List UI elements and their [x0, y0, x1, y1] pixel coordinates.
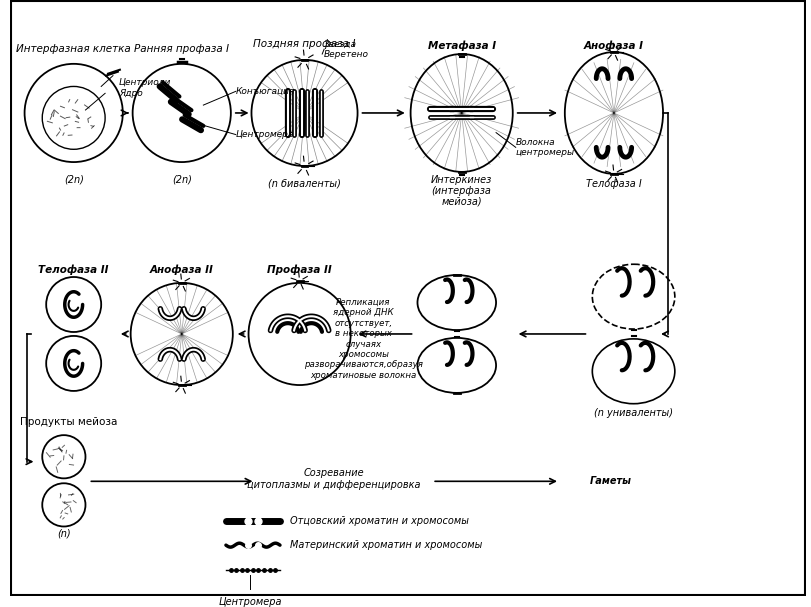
Text: Веретено: Веретено	[324, 50, 369, 58]
Ellipse shape	[564, 52, 663, 174]
Text: Репликация
ядерной ДНК
отсутствует,
в некоторых
случаях
хромосомы
разворачиваютс: Репликация ядерной ДНК отсутствует, в не…	[304, 298, 423, 380]
Text: Интерфазная клетка: Интерфазная клетка	[16, 44, 131, 54]
Text: цитоплазмы и дифференцировка: цитоплазмы и дифференцировка	[247, 480, 421, 490]
Circle shape	[46, 336, 101, 391]
Text: (интерфаза: (интерфаза	[431, 186, 491, 195]
Ellipse shape	[410, 54, 513, 172]
Text: Метафаза I: Метафаза I	[427, 41, 496, 52]
Ellipse shape	[592, 264, 675, 329]
Text: мейоза): мейоза)	[441, 196, 482, 206]
Text: (n биваленты): (n биваленты)	[268, 178, 341, 189]
Circle shape	[42, 86, 105, 149]
Text: (2n): (2n)	[64, 175, 84, 185]
Ellipse shape	[418, 275, 496, 330]
Text: Созревание: Созревание	[303, 469, 364, 478]
Text: Центромера: Центромера	[236, 130, 294, 139]
Ellipse shape	[418, 338, 496, 393]
Text: Анофаза II: Анофаза II	[150, 265, 213, 276]
Circle shape	[46, 277, 101, 332]
Text: Анофаза I: Анофаза I	[584, 41, 644, 52]
Text: Телофаза I: Телофаза I	[586, 178, 642, 189]
Circle shape	[131, 283, 233, 385]
Text: Ранняя профаза I: Ранняя профаза I	[135, 44, 230, 54]
Circle shape	[24, 64, 122, 162]
Text: Гаметы: Гаметы	[590, 476, 632, 486]
Circle shape	[42, 435, 85, 478]
Circle shape	[133, 64, 231, 162]
Text: Центромера: Центромера	[219, 597, 282, 607]
Text: Ядро: Ядро	[119, 89, 143, 98]
Text: Интеркинез: Интеркинез	[431, 175, 492, 185]
Ellipse shape	[592, 339, 675, 404]
Text: (n униваленты): (n униваленты)	[594, 407, 673, 418]
Text: (n): (n)	[57, 528, 71, 538]
Text: Звезда: Звезда	[324, 39, 357, 49]
Text: Материнский хроматин и хромосомы: Материнский хроматин и хромосомы	[290, 540, 483, 550]
Circle shape	[248, 283, 350, 385]
Text: Конъюгация: Конъюгация	[236, 87, 295, 96]
Text: Профаза II: Профаза II	[268, 265, 332, 276]
Text: Поздняя профаза I: Поздняя профаза I	[253, 39, 356, 49]
Text: Отцовский хроматин и хромосомы: Отцовский хроматин и хромосомы	[290, 515, 469, 526]
Text: Продукты мейоза: Продукты мейоза	[19, 418, 117, 427]
Circle shape	[42, 483, 85, 526]
Text: Телофаза II: Телофаза II	[38, 265, 109, 276]
Circle shape	[251, 60, 358, 166]
Text: Центриоли: Центриоли	[119, 78, 171, 87]
Text: Волокна
центромеры: Волокна центромеры	[516, 138, 575, 157]
Text: (2n): (2n)	[172, 175, 191, 185]
